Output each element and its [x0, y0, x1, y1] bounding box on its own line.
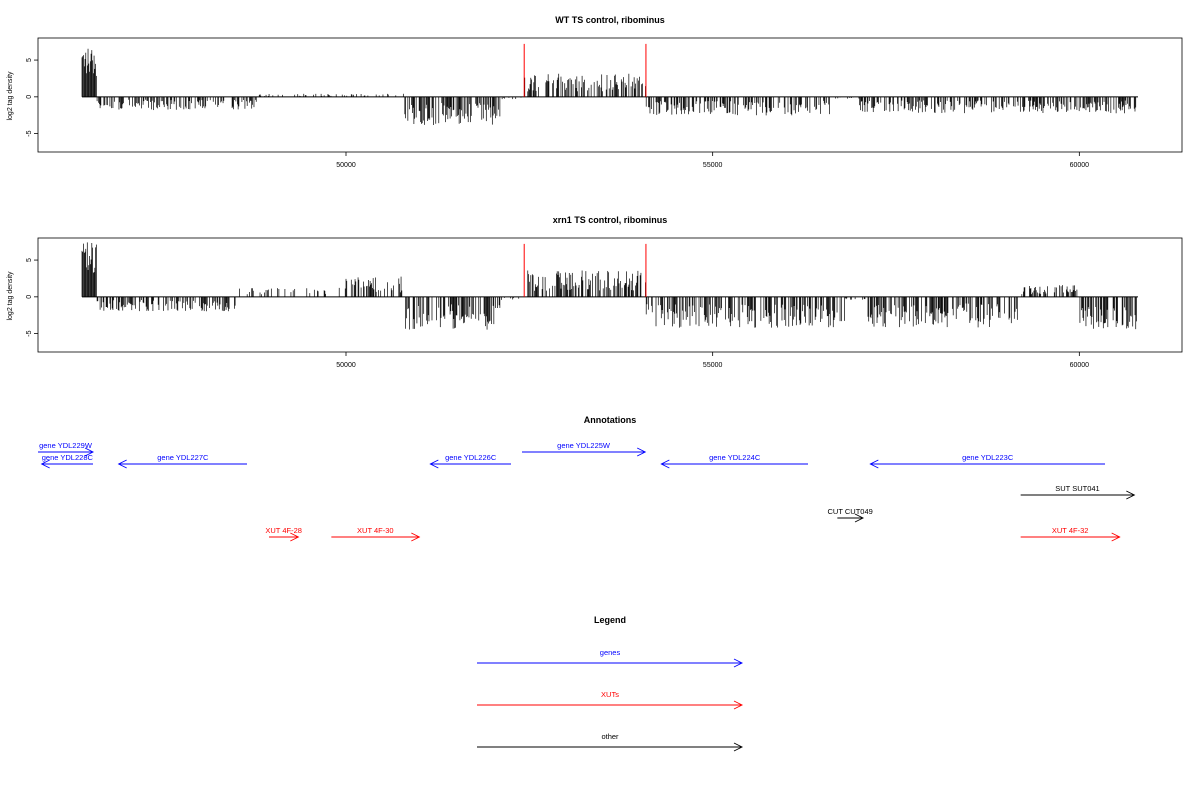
- x-tick-label: 60000: [1070, 162, 1090, 169]
- plot-frame: [37, 237, 1183, 353]
- x-tick-label: 50000: [336, 362, 356, 369]
- arrow-head: [733, 700, 744, 710]
- y-axis-label: log2 tag density: [7, 71, 14, 121]
- annotation-feature: XUT 4F-32: [1020, 526, 1121, 542]
- legend-title: Legend: [594, 615, 626, 625]
- bar-group: [81, 242, 1138, 330]
- axes: 50000 55000 60000 -5 0 5: [26, 258, 1089, 369]
- legend-label: other: [601, 732, 619, 741]
- arrow-head: [411, 532, 421, 542]
- feature-label: gene YDL228C: [42, 453, 94, 462]
- annotation-feature: gene YDL228C: [40, 453, 94, 469]
- arrow-head: [733, 658, 744, 668]
- panel-wt: WT TS control, ribominus log2 tag densit…: [7, 15, 1183, 169]
- legend-item: XUTs: [477, 690, 744, 710]
- annotation-feature: gene YDL227C: [117, 453, 247, 469]
- annotation-feature: CUT CUT049: [828, 507, 873, 523]
- feature-label: XUT 4F-30: [357, 526, 394, 535]
- arrow-head: [117, 459, 127, 469]
- annotation-feature: gene YDL224C: [660, 453, 808, 469]
- annotation-feature: gene YDL229W: [38, 441, 95, 457]
- annotations-title: Annotations: [584, 415, 637, 425]
- feature-label: gene YDL229W: [39, 441, 93, 450]
- feature-label: gene YDL225W: [557, 441, 611, 450]
- feature-label: XUT 4F-28: [265, 526, 302, 535]
- arrow-head: [854, 513, 865, 523]
- plot-frame: [37, 37, 1183, 153]
- annotation-feature: gene YDL225W: [522, 441, 647, 457]
- feature-label: gene YDL226C: [445, 453, 497, 462]
- annotation-feature: gene YDL223C: [869, 453, 1105, 469]
- arrow-head: [40, 459, 50, 469]
- arrow-head: [429, 459, 439, 469]
- annotation-feature: SUT SUT041: [1020, 484, 1136, 500]
- legend-label: XUTs: [601, 690, 619, 699]
- feature-label: SUT SUT041: [1055, 484, 1099, 493]
- feature-label: gene YDL227C: [157, 453, 209, 462]
- x-tick-label: 55000: [703, 162, 723, 169]
- annotation-feature: XUT 4F-28: [265, 526, 302, 542]
- arrow-head: [636, 447, 647, 457]
- legend-item: other: [477, 732, 744, 752]
- y-tick-label: -5: [26, 130, 33, 136]
- annotations-panel: Annotations gene YDL229W gene YDL228C gene…: [38, 415, 1136, 542]
- y-tick-label: -5: [26, 330, 33, 336]
- arrow-head: [1111, 532, 1121, 542]
- arrow-head: [869, 459, 879, 469]
- legend: Legend genes XUTs other: [477, 615, 744, 752]
- y-tick-label: 0: [26, 295, 33, 299]
- arrow-head: [1126, 490, 1136, 500]
- feature-label: gene YDL224C: [709, 453, 761, 462]
- feature-label: gene YDL223C: [962, 453, 1014, 462]
- arrow-head: [84, 447, 95, 457]
- legend-item: genes: [477, 648, 744, 668]
- annotation-feature: gene YDL226C: [429, 453, 511, 469]
- panel-xrn1: xrn1 TS control, ribominus log2 tag dens…: [7, 215, 1183, 369]
- legend-label: genes: [600, 648, 621, 657]
- axes: 50000 55000 60000 -5 0 5: [26, 58, 1089, 169]
- bar-group: [81, 43, 1138, 125]
- feature-label: CUT CUT049: [828, 507, 873, 516]
- panel-title: WT TS control, ribominus: [555, 15, 665, 25]
- y-axis-label: log2 tag density: [7, 271, 14, 321]
- annotation-feature: XUT 4F-30: [331, 526, 421, 542]
- y-tick-label: 5: [26, 58, 33, 62]
- x-tick-label: 55000: [703, 362, 723, 369]
- y-tick-label: 0: [26, 95, 33, 99]
- x-tick-label: 50000: [336, 162, 356, 169]
- arrow-head: [290, 532, 300, 542]
- feature-label: XUT 4F-32: [1052, 526, 1089, 535]
- arrow-head: [733, 742, 744, 752]
- arrow-head: [660, 459, 670, 469]
- y-tick-label: 5: [26, 258, 33, 262]
- panel-title: xrn1 TS control, ribominus: [553, 215, 668, 225]
- x-tick-label: 60000: [1070, 362, 1090, 369]
